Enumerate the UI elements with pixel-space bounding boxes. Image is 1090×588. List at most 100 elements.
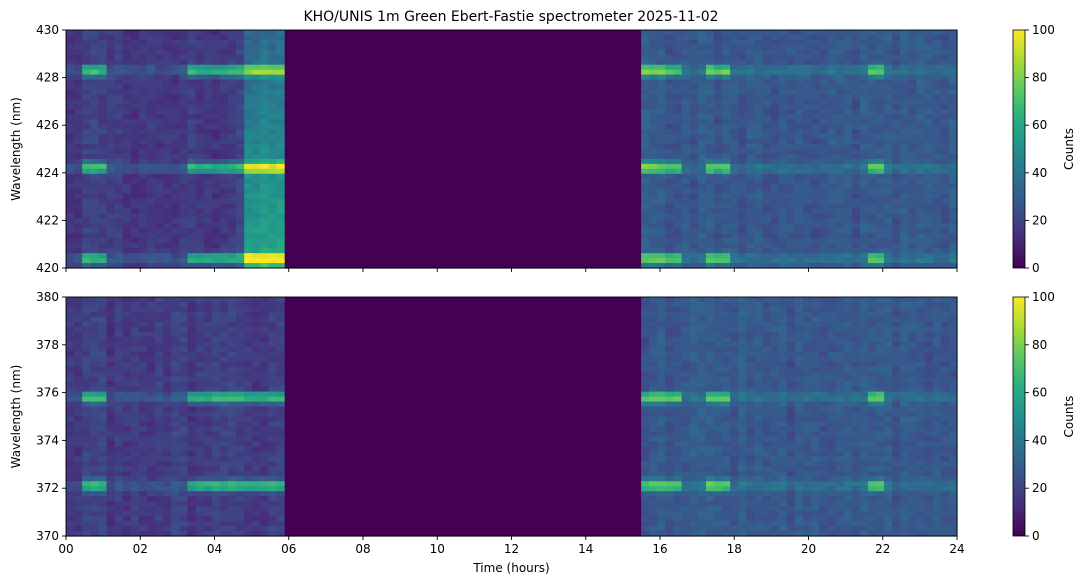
heatmap-cell (74, 44, 83, 51)
heatmap-cell (795, 139, 804, 145)
heatmap-cell (219, 228, 229, 234)
heatmap-cell (859, 233, 869, 239)
heatmap-cell (414, 163, 423, 170)
heatmap-cell (851, 94, 861, 101)
heatmap-cell (705, 129, 715, 135)
heatmap-cell (122, 34, 132, 41)
heatmap-cell (746, 119, 756, 125)
heatmap-cell (568, 203, 577, 210)
heatmap-cell (543, 213, 553, 220)
heatmap-cell (778, 30, 788, 36)
heatmap-cell (381, 139, 391, 145)
heatmap-cell (341, 233, 351, 239)
heatmap-cell (673, 64, 683, 71)
heatmap-cell (454, 129, 464, 135)
heatmap-cell (641, 59, 650, 66)
heatmap-cell (560, 213, 569, 220)
heatmap-cell (600, 139, 610, 145)
heatmap-cell (616, 30, 626, 36)
heatmap-cell (309, 94, 318, 101)
heatmap-cell (867, 173, 877, 180)
heatmap-cell (762, 238, 772, 244)
heatmap-cell (560, 79, 569, 86)
heatmap-cell (576, 188, 585, 195)
heatmap-cell (300, 99, 310, 105)
heatmap-cell (527, 39, 537, 46)
heatmap-cell (900, 79, 909, 86)
heatmap-cell (616, 39, 626, 46)
heatmap-cell (300, 114, 310, 120)
heatmap-cell (292, 54, 302, 61)
heatmap-cell (633, 203, 642, 210)
heatmap-cell (754, 74, 764, 81)
heatmap-cell (276, 99, 286, 105)
heatmap-cell (616, 64, 626, 71)
heatmap-cell (211, 30, 221, 36)
heatmap-cell (74, 208, 83, 215)
heatmap-cell (462, 168, 472, 175)
heatmap-cell (770, 173, 780, 180)
heatmap-cell (649, 173, 658, 180)
heatmap-cell (422, 54, 432, 61)
heatmap-cell (714, 44, 723, 51)
heatmap-cell (398, 228, 407, 234)
heatmap-cell (697, 89, 707, 96)
heatmap-cell (641, 233, 650, 239)
heatmap-cell (333, 193, 342, 200)
heatmap-cell (681, 173, 691, 180)
heatmap-cell (681, 243, 691, 249)
heatmap-cell (608, 173, 618, 180)
heatmap-cell (568, 44, 577, 51)
heatmap-cell (552, 89, 561, 96)
heatmap-cell (373, 54, 383, 61)
heatmap-cell (503, 30, 513, 36)
heatmap-cell (527, 59, 537, 66)
heatmap-cell (762, 223, 772, 229)
heatmap-cell (454, 89, 464, 96)
heatmap-cell (471, 84, 480, 91)
heatmap-cell (600, 30, 610, 36)
heatmap-cell (138, 44, 148, 51)
heatmap-cell (819, 44, 828, 51)
heatmap-cell (811, 248, 820, 254)
heatmap-cell (738, 134, 747, 140)
heatmap-cell (276, 64, 286, 71)
heatmap-cell (503, 129, 513, 135)
heatmap-cell (754, 253, 764, 259)
heatmap-cell (292, 243, 302, 249)
heatmap-cell (519, 59, 529, 66)
heatmap-cell (471, 173, 480, 180)
heatmap-cell (795, 183, 804, 190)
heatmap-cell (641, 129, 650, 135)
heatmap-cell (163, 253, 172, 259)
heatmap-cell (349, 79, 359, 86)
heatmap-cell (722, 119, 731, 125)
heatmap-cell (147, 228, 156, 234)
heatmap-cell (754, 54, 764, 61)
heatmap-cell (649, 238, 658, 244)
heatmap-cell (762, 258, 772, 264)
heatmap-cell (438, 54, 448, 61)
heatmap-cell (778, 94, 788, 101)
heatmap-cell (106, 79, 116, 86)
heatmap-cell (762, 89, 772, 96)
heatmap-cell (406, 233, 415, 239)
heatmap-cell (203, 223, 213, 229)
heatmap-cell (381, 228, 391, 234)
heatmap-cell (309, 30, 318, 36)
heatmap-cell (867, 233, 877, 239)
heatmap-cell (519, 233, 529, 239)
heatmap-cell (260, 248, 270, 254)
heatmap-cell (786, 64, 796, 71)
heatmap-cell (106, 258, 116, 264)
heatmap-cell (422, 94, 432, 101)
heatmap-cell (422, 119, 432, 125)
heatmap-cell (195, 84, 205, 91)
heatmap-cell (276, 203, 286, 210)
heatmap-cell (560, 233, 569, 239)
heatmap-cell (373, 94, 383, 101)
heatmap-cell (244, 218, 253, 224)
heatmap-cell (82, 203, 91, 210)
heatmap-cell (657, 139, 666, 145)
heatmap-cell (519, 263, 529, 269)
